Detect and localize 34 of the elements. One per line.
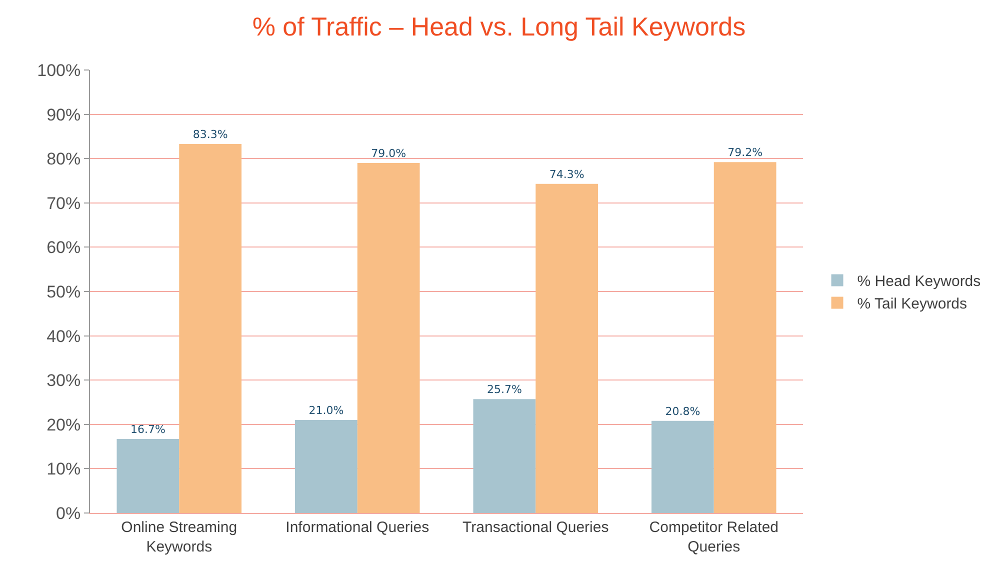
bar [116, 439, 180, 513]
data-label: 16.7% [130, 423, 166, 436]
legend-label: % Tail Keywords [857, 296, 968, 313]
x-tick-label: Competitor Related Queries [649, 519, 778, 556]
x-tick-label: Informational Queries [286, 519, 430, 536]
y-tick-label: 80% [46, 150, 81, 169]
bar [473, 399, 536, 513]
chart-title: % of Traffic – Head vs. Long Tail Keywords [252, 12, 746, 42]
y-tick-label: 40% [46, 326, 81, 346]
x-tick-label: Transactional Queries [462, 519, 609, 536]
bar [179, 144, 242, 513]
y-tick-label: 100% [37, 60, 81, 80]
bar [357, 163, 420, 513]
x-tick-label: Online Streaming Keywords [121, 519, 238, 556]
y-tick-label: 30% [46, 371, 81, 390]
data-label: 25.7% [486, 383, 522, 396]
bar [651, 420, 714, 513]
bar [536, 184, 598, 513]
bar [294, 420, 358, 513]
data-label: 74.3% [549, 168, 584, 181]
data-label: 20.8% [665, 404, 700, 418]
y-tick-label: 50% [46, 282, 81, 302]
y-tick-label: 60% [46, 238, 81, 258]
data-label: 83.3% [192, 128, 228, 141]
data-label: 21.0% [308, 404, 344, 417]
y-tick-label: 70% [46, 194, 81, 213]
y-tick-label: 90% [46, 105, 81, 124]
y-tick-label: 10% [46, 460, 81, 479]
data-label: 79.0% [371, 147, 406, 160]
data-label: 79.2% [728, 146, 763, 160]
y-tick-label: 0% [56, 504, 81, 523]
y-tick-label: 20% [46, 415, 81, 434]
bar [714, 162, 776, 513]
legend-label: % Head Keywords [857, 273, 981, 290]
